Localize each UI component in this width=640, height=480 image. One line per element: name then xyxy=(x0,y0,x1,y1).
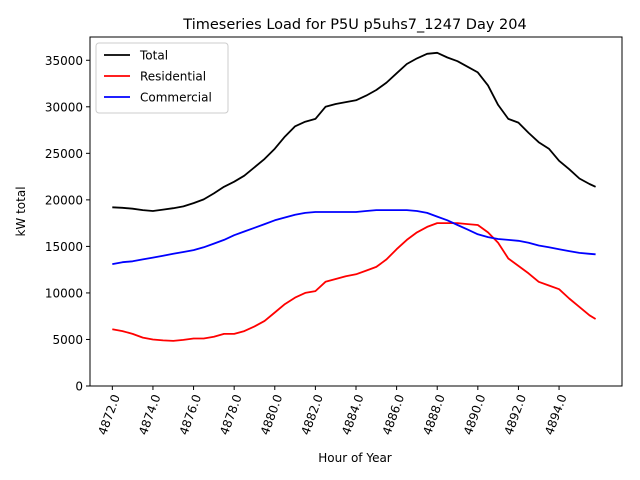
y-tick-label: 20000 xyxy=(45,193,83,207)
series-layer xyxy=(112,51,597,342)
y-axis-label: kW total xyxy=(14,186,28,236)
y-tick-label: 5000 xyxy=(52,333,83,347)
legend-label-residential: Residential xyxy=(140,70,206,84)
y-tick-label: 15000 xyxy=(45,240,83,254)
y-tick-label: 10000 xyxy=(45,286,83,300)
legend-label-commercial: Commercial xyxy=(140,91,212,105)
y-axis: 0 5000 10000 15000 20000 25000 30000 35000 xyxy=(45,54,90,394)
legend-frame xyxy=(95,42,229,114)
y-tick-label: 30000 xyxy=(45,100,83,114)
series-line-residential xyxy=(112,222,597,342)
series-line-commercial xyxy=(112,209,596,265)
legend-label-total: Total xyxy=(139,49,168,63)
y-tick-label: 25000 xyxy=(45,147,83,161)
legend: Total Residential Commercial xyxy=(95,42,229,114)
chart-title: Timeseries Load for P5U p5uhs7_1247 Day … xyxy=(182,17,526,33)
y-tick-label: 35000 xyxy=(45,54,83,68)
y-tick-label: 0 xyxy=(75,380,83,394)
x-axis-label: Hour of Year xyxy=(318,451,392,465)
series-line-total xyxy=(112,51,596,212)
